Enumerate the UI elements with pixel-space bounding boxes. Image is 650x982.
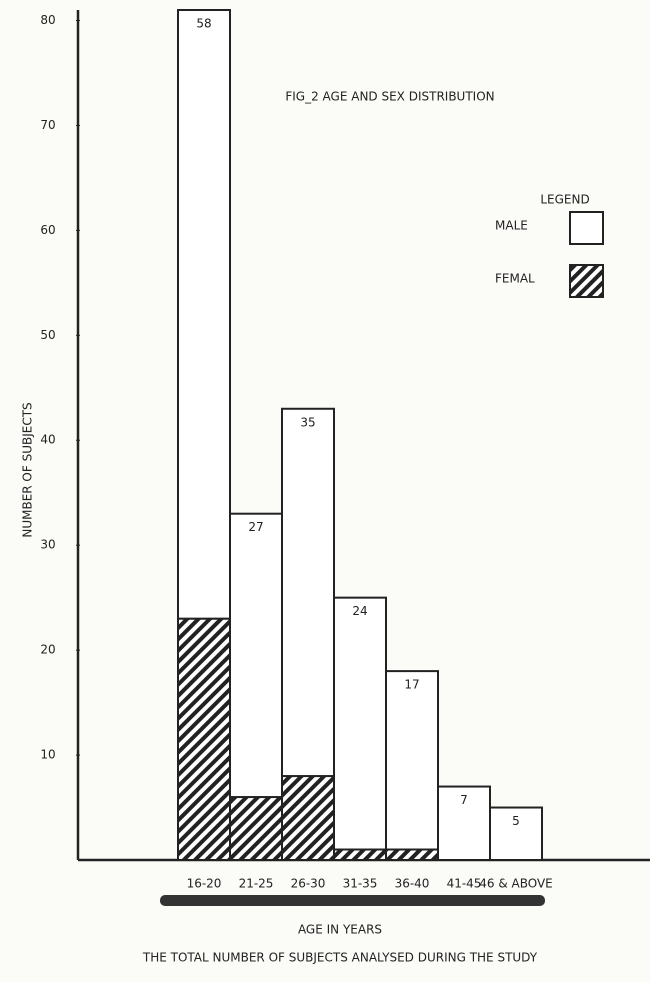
value-label: 7 (460, 793, 468, 807)
bar-segment (385, 670, 439, 851)
value-label: 24 (352, 604, 367, 618)
y-tick-label: 10 (40, 748, 55, 762)
y-tick-label: 60 (40, 223, 55, 237)
legend-title: LEGEND (540, 193, 589, 207)
bar-segment (385, 848, 439, 861)
bar-segment (177, 617, 231, 861)
bar-segment (177, 9, 231, 620)
x-tick-label: 41-45 (447, 877, 482, 891)
value-label: 27 (248, 520, 263, 534)
bar-segment (333, 848, 387, 861)
legend-swatch (569, 211, 604, 245)
y-tick-label: 50 (40, 328, 55, 342)
y-tick-label: 70 (40, 118, 55, 132)
bar-segment (229, 512, 283, 799)
y-axis-label: NUMBER OF SUBJECTS (21, 402, 35, 537)
x-axis-bar (160, 895, 545, 906)
bar-segment (489, 806, 543, 862)
value-label: 17 (404, 678, 419, 692)
legend-label: FEMAL (495, 272, 535, 286)
y-tick-label: 80 (40, 13, 55, 27)
y-tick-label: 30 (40, 538, 55, 552)
x-tick-label: 16-20 (187, 877, 222, 891)
y-tick-label: 40 (40, 433, 55, 447)
x-tick-label: 36-40 (395, 877, 430, 891)
value-label: 35 (300, 415, 315, 429)
x-tick-label: 21-25 (239, 877, 274, 891)
chart-title: FIG_2 AGE AND SEX DISTRIBUTION (285, 90, 494, 104)
bar-segment (281, 775, 335, 861)
value-label: 58 (196, 17, 211, 31)
bar-segment (281, 407, 335, 778)
value-label: 5 (512, 814, 520, 828)
x-tick-label: 46 & ABOVE (479, 877, 553, 891)
caption: THE TOTAL NUMBER OF SUBJECTS ANALYSED DU… (142, 951, 538, 965)
bar-segment (333, 596, 387, 851)
x-tick-label: 26-30 (291, 877, 326, 891)
x-axis-label: AGE IN YEARS (298, 923, 382, 937)
bar-segment (229, 796, 283, 862)
legend-label: MALE (495, 219, 528, 233)
y-tick-label: 20 (40, 643, 55, 657)
x-tick-label: 31-35 (343, 877, 378, 891)
legend-swatch (569, 264, 604, 298)
